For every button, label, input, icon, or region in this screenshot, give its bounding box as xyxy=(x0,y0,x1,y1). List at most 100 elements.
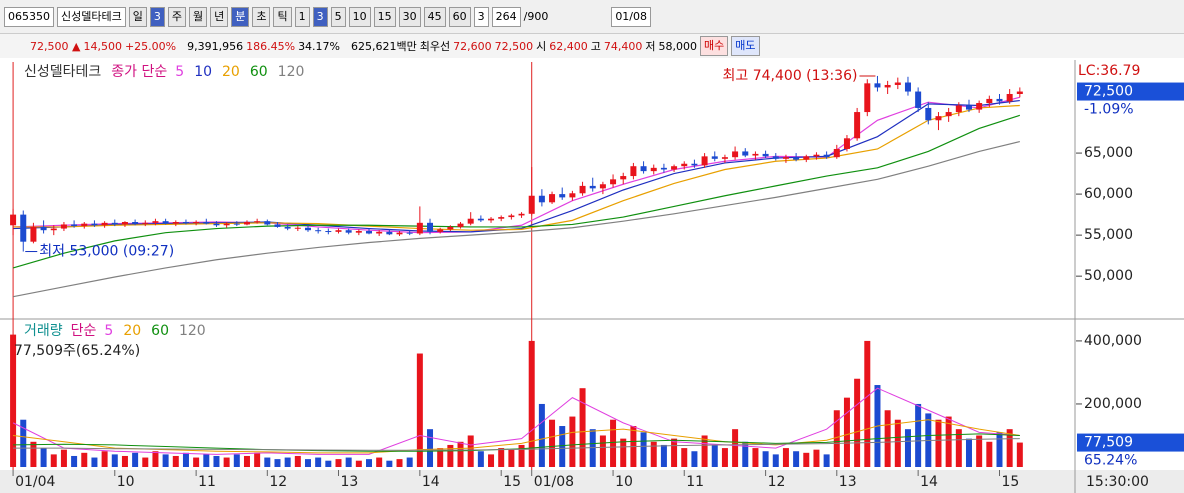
period[interactable]: 년 xyxy=(210,6,229,27)
candle-body xyxy=(569,193,576,198)
volume-bar xyxy=(498,448,505,467)
buy-button[interactable]: 매수 xyxy=(700,36,729,56)
period[interactable]: 월 xyxy=(188,6,208,27)
candle-body xyxy=(640,166,647,172)
candle-body xyxy=(213,223,220,226)
x-tick-label: 01/08 xyxy=(534,474,574,490)
count[interactable]: 264 xyxy=(491,6,521,27)
low: 58,000 xyxy=(658,39,698,53)
volume-bar xyxy=(294,455,301,467)
period[interactable]: 3 xyxy=(149,6,165,27)
x-tick-label: 13 xyxy=(340,474,358,490)
panel-title: 거래량 xyxy=(24,323,63,339)
volume-bar xyxy=(681,448,688,467)
volume-bar xyxy=(416,353,423,467)
x-tick-label: 15 xyxy=(503,474,521,490)
period[interactable]: 주 xyxy=(167,6,186,27)
volume-bar xyxy=(691,451,698,467)
volume-bar xyxy=(965,438,972,467)
candle-body xyxy=(498,217,505,219)
period[interactable]: 일 xyxy=(128,6,147,27)
volume-bar xyxy=(793,451,800,467)
candle-body xyxy=(172,222,179,224)
ma-line xyxy=(12,141,1020,298)
interval[interactable]: 10 xyxy=(348,6,371,27)
candle-body xyxy=(884,84,891,88)
candle-body xyxy=(30,226,37,242)
high: 74,400 xyxy=(603,39,643,53)
candle-body xyxy=(793,157,800,160)
candle-body xyxy=(976,103,983,110)
volume-bar xyxy=(996,432,1003,467)
stock-name[interactable]: 신성델타테크 xyxy=(57,6,126,27)
y-tick-label: 55,000 xyxy=(1084,227,1133,243)
ma-legend-label: 종가 단순 xyxy=(111,64,167,80)
candle-body xyxy=(142,222,149,224)
chart-bg xyxy=(0,60,1184,493)
ma-legend-label: 단순 xyxy=(71,323,97,339)
candle-body xyxy=(162,221,169,224)
candle-body xyxy=(986,98,993,104)
candle-body xyxy=(965,105,972,110)
candle-body xyxy=(843,138,850,149)
interval[interactable]: 15 xyxy=(373,6,396,27)
volume-bar xyxy=(518,444,525,467)
candle-body xyxy=(925,107,932,121)
interval[interactable]: 1 xyxy=(294,6,310,27)
candle-body xyxy=(528,195,535,214)
last-ratio: 65.24% xyxy=(1084,453,1137,469)
candle-body xyxy=(182,222,189,223)
candle-body xyxy=(335,230,342,232)
interval[interactable]: 3 xyxy=(312,6,328,27)
volume-bar xyxy=(488,454,495,467)
date[interactable]: 01/08 xyxy=(611,6,652,27)
volume-bar xyxy=(599,435,606,467)
turnover: 34.17% xyxy=(298,39,341,53)
candle-body xyxy=(325,231,332,233)
candle-body xyxy=(223,223,230,226)
volume-bar xyxy=(467,435,474,467)
candle-body xyxy=(10,214,17,226)
interval[interactable]: 30 xyxy=(398,6,421,27)
info-bar: 72,500 ▲ 14,500 +25.00% 9,391,956 186.45… xyxy=(0,34,1184,58)
annotation: 최저 53,000 (09:27) xyxy=(39,244,174,260)
candle-body xyxy=(315,230,322,232)
volume-bar xyxy=(884,410,891,467)
volume-bar xyxy=(528,340,535,467)
candle-body xyxy=(660,167,667,170)
volume: 9,391,956 xyxy=(187,39,244,53)
volume-bar xyxy=(803,452,810,467)
sell-button[interactable]: 매도 xyxy=(731,36,760,56)
volume-bar xyxy=(304,459,311,467)
interval[interactable]: 5 xyxy=(330,6,346,27)
volume-bar xyxy=(864,340,871,467)
interval[interactable]: 45 xyxy=(423,6,446,27)
count-select[interactable]: 3 xyxy=(473,6,489,27)
price: 72,500 ▲ xyxy=(30,39,81,53)
period[interactable]: 분 xyxy=(231,6,250,27)
candle-body xyxy=(152,221,159,223)
period[interactable]: 초 xyxy=(252,6,271,27)
stock-code[interactable]: 065350 xyxy=(4,6,54,27)
candle-body xyxy=(233,223,240,225)
ma-line xyxy=(13,96,1020,234)
candle-body xyxy=(132,222,139,224)
volume-text: 77,509주(65.24%) xyxy=(14,343,140,359)
period[interactable]: 틱 xyxy=(273,6,292,27)
volume-bar xyxy=(579,388,586,467)
legend-entry: 120 xyxy=(278,64,305,80)
candle-body xyxy=(91,223,98,226)
volume-bar xyxy=(50,454,57,467)
interval[interactable]: 60 xyxy=(448,6,471,27)
candle-body xyxy=(294,227,301,229)
x-tick-label: 01/04 xyxy=(15,474,55,490)
volume-bar xyxy=(345,457,352,467)
candle-body xyxy=(599,184,606,189)
volume-bar xyxy=(732,429,739,467)
best-label: 최우선 xyxy=(419,40,451,53)
volume-bar xyxy=(671,438,678,467)
candle-body xyxy=(50,228,57,231)
volume-ma-line xyxy=(13,419,1020,454)
volume-bar xyxy=(640,432,647,467)
candle-body xyxy=(732,151,739,158)
